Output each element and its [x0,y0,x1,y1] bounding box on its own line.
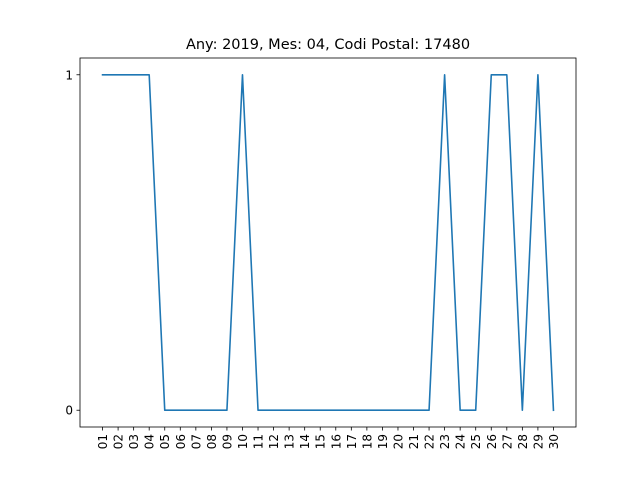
chart-title: Any: 2019, Mes: 04, Codi Postal: 17480 [186,37,470,53]
x-tick-label: 14 [298,434,312,449]
x-tick-label: 24 [454,434,468,449]
x-tick-label: 28 [516,434,530,449]
x-tick-label: 21 [407,434,421,449]
axes-frame [79,57,577,428]
x-tick-label: 10 [236,434,250,449]
x-tick-label: 16 [329,434,343,449]
x-tick-label: 22 [423,434,437,449]
x-tick-label: 25 [469,434,483,449]
x-tick-label: 07 [189,434,203,449]
x-tick-label: 15 [314,434,328,449]
x-tick-label: 01 [96,434,110,449]
x-tick-label: 13 [283,434,297,449]
y-tick-label: 1 [65,68,73,82]
x-tick-label: 08 [205,434,219,449]
x-tick-label: 19 [376,434,390,449]
x-tick-label: 27 [500,434,514,449]
x-tick-label: 20 [391,434,405,449]
x-tick-label: 04 [143,434,157,449]
x-tick-label: 18 [360,434,374,449]
x-tick-label: 03 [127,434,141,449]
x-tick-label: 09 [220,434,234,449]
x-tick-label: 06 [174,434,188,449]
series-line [101,73,555,412]
x-tick-label: 02 [112,434,126,449]
y-tick-label: 0 [65,404,73,418]
x-tick-label: 12 [267,434,281,449]
x-tick-label: 29 [531,434,545,449]
x-tick-label: 11 [252,434,266,449]
x-tick-label: 05 [158,434,172,449]
x-tick-label: 26 [485,434,499,449]
x-tick-label: 30 [547,434,561,449]
x-tick-label: 23 [438,434,452,449]
x-tick-label: 17 [345,434,359,449]
